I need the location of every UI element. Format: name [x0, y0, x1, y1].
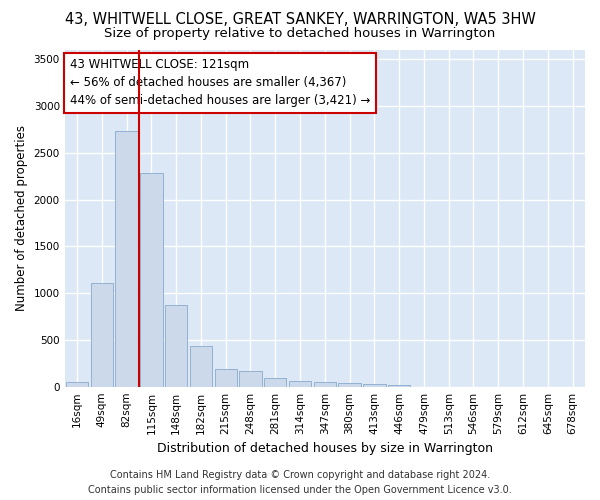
- Text: 43 WHITWELL CLOSE: 121sqm
← 56% of detached houses are smaller (4,367)
44% of se: 43 WHITWELL CLOSE: 121sqm ← 56% of detac…: [70, 58, 370, 108]
- Bar: [388, 385, 410, 386]
- Text: 43, WHITWELL CLOSE, GREAT SANKEY, WARRINGTON, WA5 3HW: 43, WHITWELL CLOSE, GREAT SANKEY, WARRIN…: [65, 12, 535, 28]
- Text: Contains HM Land Registry data © Crown copyright and database right 2024.
Contai: Contains HM Land Registry data © Crown c…: [88, 470, 512, 495]
- Bar: [363, 384, 386, 386]
- Bar: [91, 283, 113, 387]
- Bar: [215, 370, 237, 386]
- Bar: [338, 384, 361, 386]
- X-axis label: Distribution of detached houses by size in Warrington: Distribution of detached houses by size …: [157, 442, 493, 455]
- Bar: [264, 378, 286, 386]
- Bar: [66, 382, 88, 386]
- Bar: [289, 380, 311, 386]
- Bar: [190, 346, 212, 387]
- Bar: [239, 371, 262, 386]
- Bar: [314, 382, 336, 386]
- Text: Size of property relative to detached houses in Warrington: Size of property relative to detached ho…: [104, 28, 496, 40]
- Bar: [140, 172, 163, 386]
- Y-axis label: Number of detached properties: Number of detached properties: [15, 126, 28, 312]
- Bar: [115, 132, 138, 386]
- Bar: [165, 306, 187, 386]
